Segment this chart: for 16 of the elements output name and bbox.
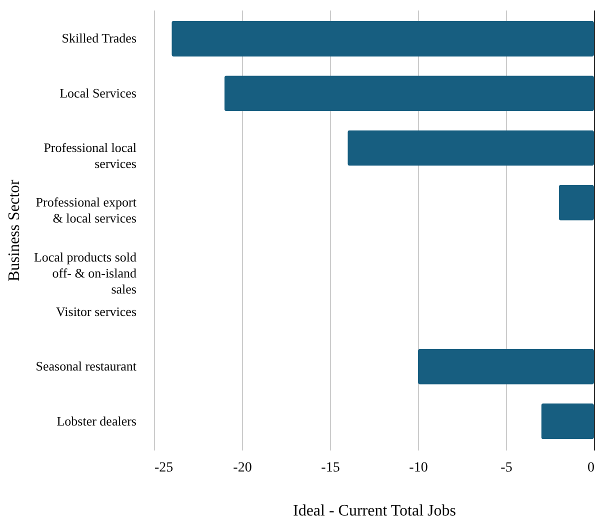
x-tick-label: -25 <box>154 460 174 476</box>
x-tick-label: -20 <box>233 460 252 476</box>
y-tick-label: Professional export & local services <box>36 194 137 226</box>
x-tick-label: -5 <box>500 460 512 476</box>
y-tick-label: Seasonal restaurant <box>36 358 137 374</box>
y-tick-label: Local products sold off- & on-island sales <box>34 249 137 296</box>
y-tick-label: Lobster dealers <box>56 413 136 428</box>
x-axis-title: Ideal - Current Total Jobs <box>293 502 456 520</box>
x-tick-label: -10 <box>409 460 428 476</box>
x-tick-label: 0 <box>588 460 594 476</box>
y-tick-label: Professional local services <box>44 140 137 172</box>
y-axis-title: Business Sector <box>6 178 23 282</box>
y-tick-label: Local Services <box>60 85 136 100</box>
x-tick-label: -15 <box>321 460 340 476</box>
y-tick-label: Visitor services <box>56 304 136 319</box>
y-tick-label: Skilled Trades <box>62 30 136 46</box>
